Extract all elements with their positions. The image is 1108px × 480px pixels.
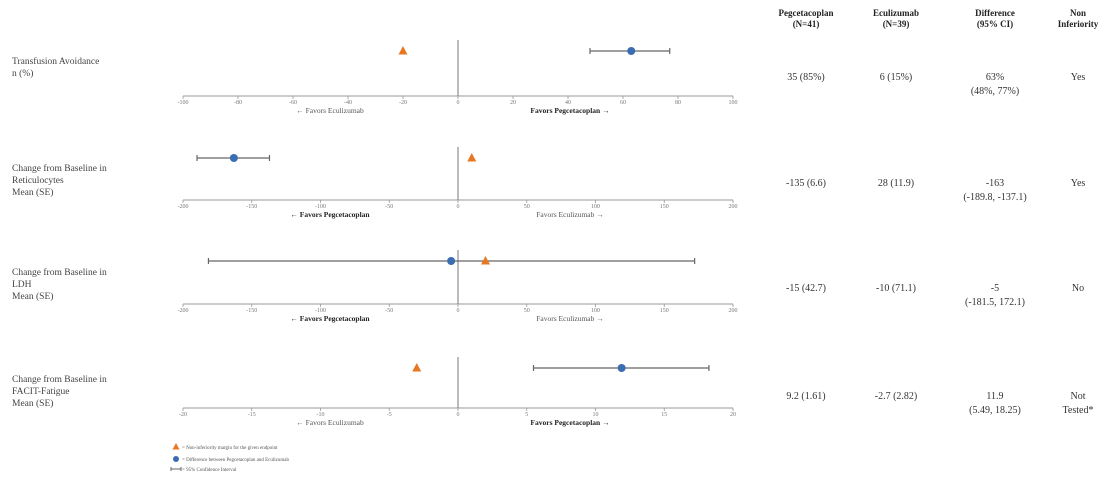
x-tick-label: -10 bbox=[317, 412, 325, 418]
x-tick-label: 40 bbox=[565, 100, 571, 106]
cell-diff-facit: 11.9 (5.49, 18.25) bbox=[969, 391, 1021, 416]
ni-margin-triangle bbox=[412, 363, 422, 372]
x-tick-label: 80 bbox=[675, 100, 681, 106]
row-label-facit: Change from Baseline in FACIT-Fatigue Me… bbox=[12, 375, 107, 409]
favors-left-caption: ← Favors Eculizumab bbox=[296, 418, 364, 427]
forest-panel-reticulocytes: -200 -150 -100 -50 0 50 100 150 200 ← Favors Pegc… bbox=[178, 147, 738, 219]
x-tick-label: 150 bbox=[660, 204, 669, 210]
cell-peg-transfusion: 35 (85%) bbox=[787, 72, 825, 83]
forest-panel-ldh: -200 -150 -100 -50 0 50 100 150 200 ← Favors Pegc… bbox=[178, 250, 738, 323]
estimate-point bbox=[627, 47, 636, 55]
legend: = Non-inferiority margin for the given e… bbox=[170, 443, 289, 473]
favors-right-caption: Favors Pegcetacoplan → bbox=[530, 418, 609, 427]
header-eculizumab: Eculizumab (N=39) bbox=[872, 8, 919, 29]
x-tick-label: -80 bbox=[234, 100, 242, 106]
x-tick-label: 0 bbox=[457, 308, 460, 314]
legend-triangle-text: = Non-inferiority margin for the given e… bbox=[182, 446, 278, 451]
favors-left-caption: ← Favors Pegcetacoplan bbox=[290, 210, 370, 219]
x-tick-label: 20 bbox=[510, 100, 516, 106]
x-tick-label: -100 bbox=[315, 204, 326, 210]
x-tick-label: 200 bbox=[729, 308, 738, 314]
x-tick-label: -5 bbox=[387, 412, 392, 418]
legend-circle-text: = Difference between Pegcetacoplan and E… bbox=[182, 458, 289, 463]
x-tick-label: -20 bbox=[179, 412, 187, 418]
x-tick-label: -40 bbox=[344, 100, 352, 106]
legend-ci-text: = 95% Confidence Interval bbox=[182, 468, 237, 473]
x-tick-label: 20 bbox=[730, 412, 736, 418]
x-tick-label: -150 bbox=[246, 308, 257, 314]
favors-left-caption: ← Favors Pegcetacoplan bbox=[290, 314, 370, 323]
cell-peg-ldh: -15 (42.7) bbox=[786, 283, 826, 294]
x-tick-label: 50 bbox=[524, 204, 530, 210]
x-tick-label: 100 bbox=[729, 100, 738, 106]
x-tick-label: -20 bbox=[399, 100, 407, 106]
cell-ecu-facit: -2.7 (2.82) bbox=[874, 391, 918, 402]
cell-ecu-reticulocytes: 28 (11.9) bbox=[877, 178, 915, 189]
header-pegcetacoplan: Pegcetacoplan (N=41) bbox=[778, 8, 834, 29]
cell-ni-ldh: No bbox=[1071, 283, 1085, 294]
favors-left-caption: ← Favors Eculizumab bbox=[296, 106, 364, 115]
estimate-point bbox=[447, 257, 456, 265]
x-tick-label: 10 bbox=[593, 412, 599, 418]
x-tick-label: -15 bbox=[248, 412, 256, 418]
cell-ecu-transfusion: 6 (15%) bbox=[879, 72, 913, 83]
x-tick-label: 0 bbox=[457, 412, 460, 418]
x-tick-label: -150 bbox=[246, 204, 257, 210]
x-tick-label: 0 bbox=[457, 100, 460, 106]
cell-ni-reticulocytes: Yes bbox=[1070, 178, 1086, 189]
x-tick-label: 5 bbox=[525, 412, 528, 418]
x-tick-label: -100 bbox=[178, 100, 189, 106]
row-label-ldh: Change from Baseline in LDH Mean (SE) bbox=[12, 268, 107, 302]
cell-peg-reticulocytes: -135 (6.6) bbox=[786, 178, 826, 189]
x-tick-label: 100 bbox=[591, 308, 600, 314]
forest-panel-transfusion: -100 -80 -60 -40 -20 0 20 40 60 80 100 ← Favors Ecu… bbox=[178, 40, 738, 115]
cell-peg-facit: 9.2 (1.61) bbox=[786, 391, 826, 402]
ni-margin-triangle bbox=[467, 153, 477, 162]
x-tick-label: -50 bbox=[385, 308, 393, 314]
x-tick-label: -60 bbox=[289, 100, 297, 106]
legend-circle-icon bbox=[173, 456, 179, 462]
header-difference: Difference (95% CI) bbox=[975, 8, 1015, 29]
header-non-inferiority: Non Inferiority bbox=[1057, 8, 1099, 29]
ni-margin-triangle bbox=[398, 46, 408, 55]
row-label-transfusion: Transfusion Avoidance n (%) bbox=[12, 57, 100, 79]
favors-right-caption: Favors Eculizumab → bbox=[536, 210, 604, 219]
cell-diff-reticulocytes: -163 (-189.8, -137.1) bbox=[963, 178, 1027, 203]
x-tick-label: -100 bbox=[315, 308, 326, 314]
estimate-point bbox=[229, 154, 238, 162]
estimate-point bbox=[617, 364, 626, 372]
x-tick-label: 200 bbox=[729, 204, 738, 210]
x-tick-label: -200 bbox=[178, 204, 189, 210]
row-label-reticulocytes: Change from Baseline in Reticulocytes Me… bbox=[12, 164, 107, 198]
x-tick-label: -50 bbox=[385, 204, 393, 210]
ni-margin-triangle bbox=[481, 256, 490, 265]
x-tick-label: 50 bbox=[524, 308, 530, 314]
favors-right-caption: Favors Eculizumab → bbox=[536, 314, 604, 323]
x-tick-label: 0 bbox=[457, 204, 460, 210]
forest-plot: -100 -80 -60 -40 -20 0 20 40 60 80 100← Favors Ecu… bbox=[170, 40, 738, 473]
cell-diff-ldh: -5 (-181.5, 172.1) bbox=[965, 283, 1025, 308]
x-tick-label: 150 bbox=[660, 308, 669, 314]
favors-right-caption: Favors Pegcetacoplan → bbox=[530, 106, 609, 115]
x-tick-label: 100 bbox=[591, 204, 600, 210]
legend-triangle-icon bbox=[172, 443, 180, 450]
cell-ni-facit: Not Tested* bbox=[1062, 391, 1094, 416]
cell-ecu-ldh: -10 (71.1) bbox=[876, 283, 916, 294]
x-tick-label: 15 bbox=[661, 412, 667, 418]
cell-diff-transfusion: 63% (48%, 77%) bbox=[970, 72, 1020, 97]
x-tick-label: -200 bbox=[178, 308, 189, 314]
forest-panel-facit: -20 -15 -10 -5 0 5 10 15 20 ← Favors Eculizumab Fa… bbox=[179, 357, 736, 427]
x-tick-label: 60 bbox=[620, 100, 626, 106]
cell-ni-transfusion: Yes bbox=[1070, 72, 1086, 83]
